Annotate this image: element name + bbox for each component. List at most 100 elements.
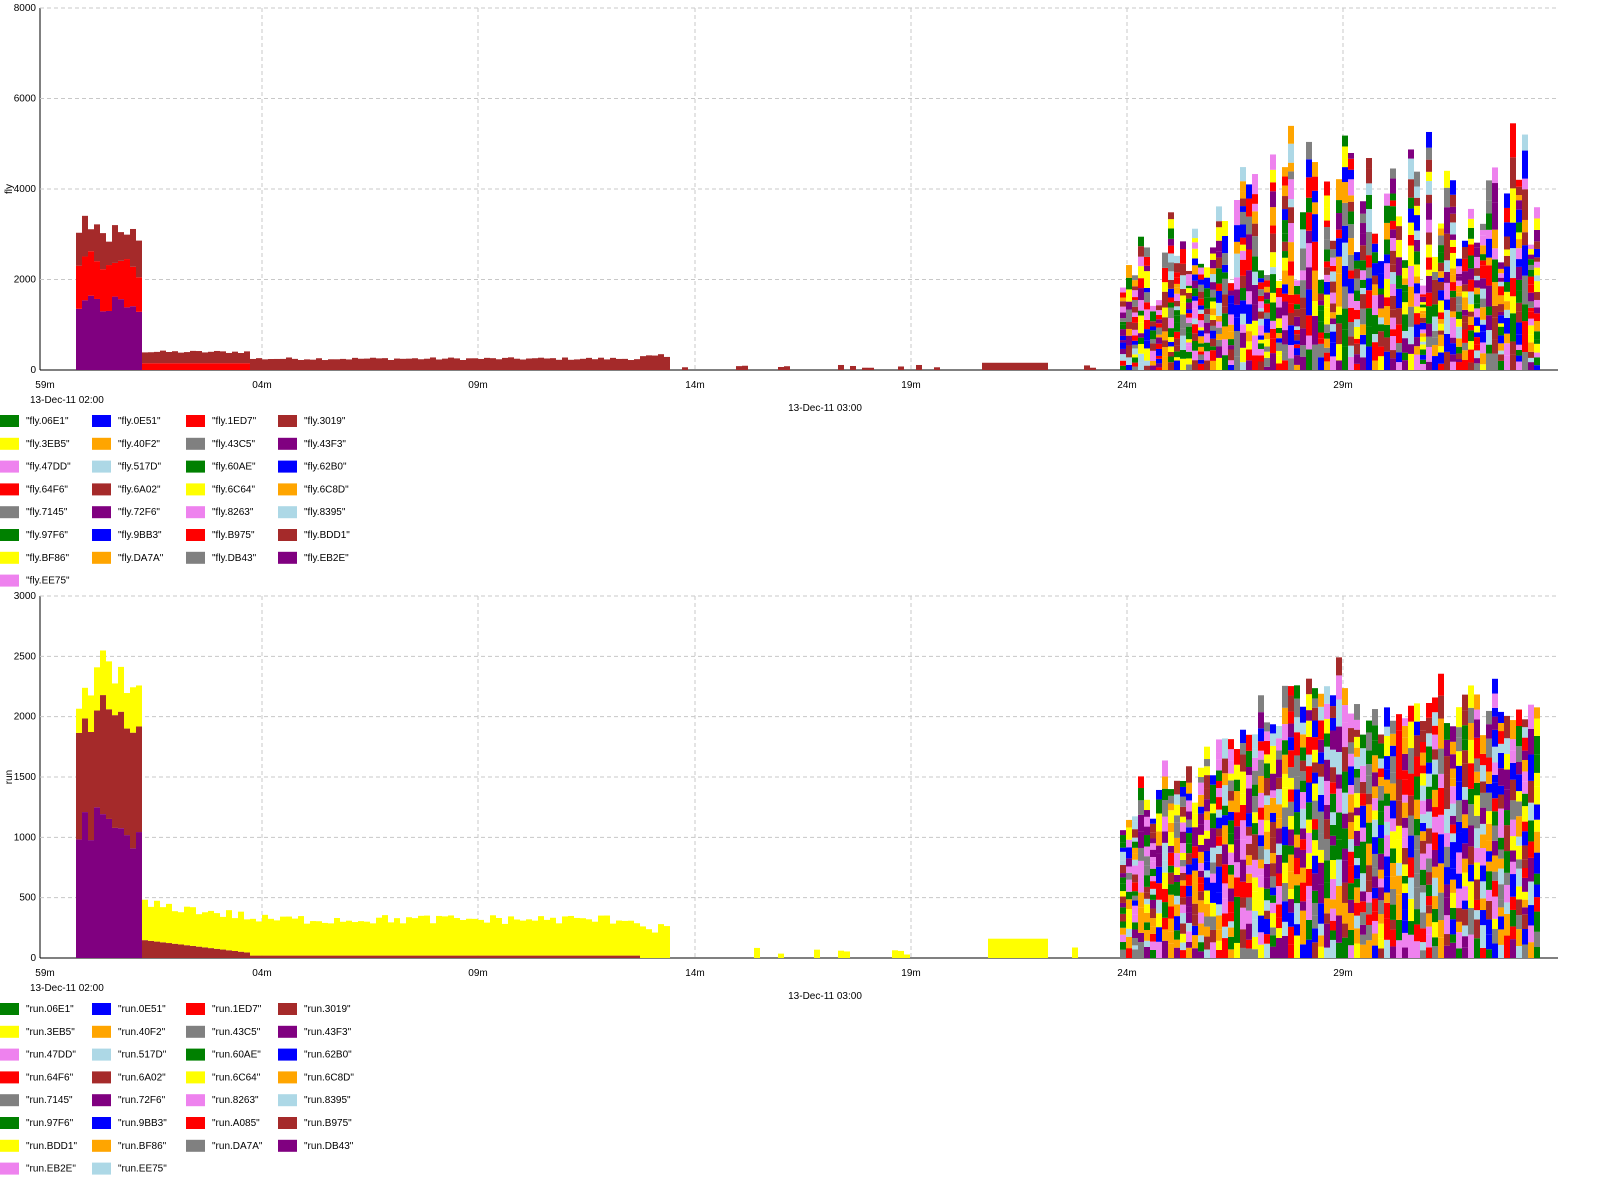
bar-segment (1138, 322, 1144, 334)
bar-segment (1246, 910, 1252, 924)
bar-segment (1378, 853, 1384, 870)
bar-segment (1432, 877, 1438, 897)
bar-segment (1282, 315, 1288, 331)
bar-segment (1414, 941, 1420, 958)
bar-segment (358, 358, 364, 370)
bar-segment (1456, 727, 1462, 738)
bar-segment (1132, 316, 1138, 323)
bar-segment (1186, 274, 1192, 281)
bar-segment (1144, 912, 1150, 923)
bar-segment (1144, 348, 1150, 361)
bar-segment (1216, 915, 1222, 930)
bar-segment (1486, 823, 1492, 841)
bar-segment (1312, 300, 1318, 316)
bar-segment (1288, 171, 1294, 180)
bar-segment (1204, 314, 1210, 323)
bar-segment (1156, 355, 1162, 359)
bar-segment (1180, 822, 1186, 832)
bar-segment (1168, 918, 1174, 932)
bar-segment (1300, 212, 1306, 230)
bar-segment (1138, 847, 1144, 861)
bar-segment (484, 922, 490, 956)
bar-segment (562, 955, 568, 958)
bar-segment (1330, 318, 1336, 325)
bar-segment (1414, 313, 1420, 325)
bar-segment (1234, 304, 1240, 318)
bar-segment (1348, 238, 1354, 255)
bar-segment (1330, 767, 1336, 783)
bar-segment (1258, 792, 1264, 808)
bar-segment (1390, 178, 1396, 194)
bar-segment (1234, 241, 1240, 254)
bar-segment (1138, 310, 1144, 316)
bar-segment (364, 358, 370, 370)
legend-label: "fly.0E51" (118, 416, 161, 427)
bar-segment (1180, 786, 1186, 797)
legend-swatch (278, 1003, 297, 1015)
bar-segment (1264, 280, 1270, 287)
bar-segment (1492, 707, 1498, 717)
bar-segment (1300, 901, 1306, 911)
bar-segment (1186, 298, 1192, 303)
bar-segment (1300, 248, 1306, 271)
bar-segment (1516, 355, 1522, 362)
bar-segment (1216, 866, 1222, 880)
bar-segment (1384, 918, 1390, 940)
bar-segment (1288, 944, 1294, 958)
bar-segment (1120, 340, 1126, 343)
bar-segment (1144, 340, 1150, 349)
bar-segment (1222, 815, 1228, 826)
bar-segment (1144, 826, 1150, 836)
bar-segment (1192, 308, 1198, 319)
bar-segment (1312, 344, 1318, 370)
bar-segment (1318, 923, 1324, 936)
bar-segment (1420, 344, 1426, 350)
bar-segment (1426, 786, 1432, 799)
bar-segment (1174, 904, 1180, 917)
bar-segment (1288, 829, 1294, 846)
bar-segment (1420, 721, 1426, 731)
bar-segment (1222, 272, 1228, 279)
bar-segment (220, 916, 226, 950)
bar-segment (1294, 285, 1300, 295)
bar-segment (1150, 933, 1156, 942)
bar-segment (1522, 899, 1528, 908)
bar-segment (1144, 302, 1150, 310)
bar-segment (1432, 774, 1438, 790)
bar-segment (1354, 300, 1360, 310)
bar-segment (1264, 754, 1270, 764)
bar-segment (1444, 897, 1450, 916)
bar-segment (76, 839, 82, 958)
bar-segment (1396, 779, 1402, 801)
bar-segment (1258, 712, 1264, 729)
bar-segment (1282, 707, 1288, 725)
bar-segment (1384, 297, 1390, 307)
bar-segment (1396, 226, 1402, 240)
bar-segment (1168, 337, 1174, 342)
bar-segment (1258, 282, 1264, 290)
bar-segment (1312, 214, 1318, 242)
bar-segment (1342, 848, 1348, 861)
bar-segment (1312, 720, 1318, 738)
bar-segment (1486, 265, 1492, 286)
bar-segment (1468, 685, 1474, 708)
bar-segment (1264, 888, 1270, 901)
bar-segment (298, 916, 304, 956)
bar-segment (1222, 235, 1228, 254)
bar-segment (1174, 322, 1180, 332)
bar-segment (1168, 865, 1174, 873)
bar-segment (1174, 272, 1180, 278)
bar-segment (1408, 921, 1414, 935)
bar-segment (454, 955, 460, 958)
bar-segment (1156, 348, 1162, 356)
bar-segment (1474, 771, 1480, 783)
legend-label: "fly.97F6" (26, 530, 68, 541)
bar-segment (1162, 917, 1168, 930)
bar-segment (1198, 320, 1204, 328)
bar-segment (1300, 792, 1306, 809)
bar-segment (1198, 309, 1204, 314)
bar-segment (1504, 193, 1510, 208)
bar-segment (1198, 767, 1204, 778)
bar-segment (1264, 763, 1270, 778)
bar-segment (1162, 800, 1168, 817)
